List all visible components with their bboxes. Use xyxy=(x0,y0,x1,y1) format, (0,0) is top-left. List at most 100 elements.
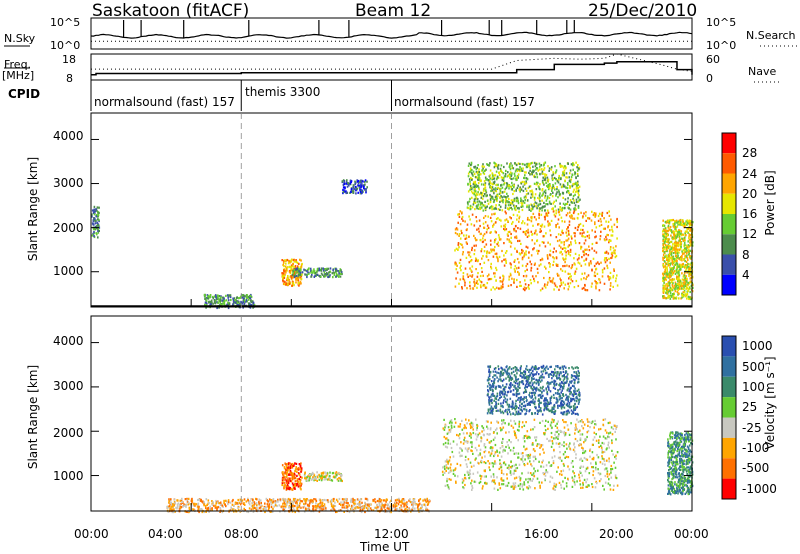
power-echo-cell xyxy=(347,182,349,185)
power-echo-cell xyxy=(345,190,347,193)
vel-echo-cell xyxy=(486,438,489,441)
power-echo-cell xyxy=(577,189,580,192)
power-echo-cell xyxy=(498,238,501,241)
power-echo-cell xyxy=(688,244,691,247)
power-echo-cell xyxy=(665,231,667,234)
power-echo-cell xyxy=(537,223,540,226)
power-echo-cell xyxy=(483,193,486,196)
power-echo-cell xyxy=(476,280,478,283)
vel-echo-cell xyxy=(446,480,448,483)
power-echo-cell xyxy=(533,205,536,208)
power-echo-cell xyxy=(688,225,691,228)
power-echo-cell xyxy=(611,251,613,254)
power-echo-cell xyxy=(673,234,676,238)
vel-echo-cell xyxy=(289,477,292,480)
power-echo-cell xyxy=(482,167,484,170)
power-echo-cell xyxy=(689,297,692,301)
power-echo-cell xyxy=(486,275,489,278)
power-echo-cell xyxy=(288,282,291,285)
power-echo-cell xyxy=(578,262,581,265)
power-echo-cell xyxy=(93,231,95,234)
power-echo-cell xyxy=(672,282,674,285)
power-echo-cell xyxy=(662,279,664,282)
power-echo-cell xyxy=(531,195,534,198)
power-echo-cell xyxy=(548,169,550,172)
vel-echo-cell xyxy=(221,504,224,507)
vel-echo-cell xyxy=(197,502,200,505)
power-echo-cell xyxy=(359,184,361,188)
power-echo-cell xyxy=(494,164,496,167)
vel-echo-cell xyxy=(582,421,584,424)
power-echo-cell xyxy=(687,262,689,266)
vel-echo-cell xyxy=(289,502,292,505)
power-echo-cell xyxy=(469,183,471,186)
vel-echo-cell xyxy=(233,504,235,507)
vel-echo-cell xyxy=(258,504,261,507)
power-echo-cell xyxy=(663,236,665,239)
vel-echo-cell xyxy=(200,508,203,511)
vel-echo-cell xyxy=(310,473,312,476)
vel-echo-cell xyxy=(288,506,291,509)
power-echo-cell xyxy=(93,213,96,216)
power-echo-cell xyxy=(529,173,531,176)
power-echo-cell xyxy=(598,212,601,215)
power-echo-cell xyxy=(516,214,519,217)
power-echo-cell xyxy=(486,178,488,181)
vel-echo-cell xyxy=(283,484,285,487)
vel-echo-cell xyxy=(288,468,290,471)
power-echo-cell xyxy=(315,270,318,273)
power-echo-cell xyxy=(530,263,533,266)
vel-echo-cell xyxy=(315,502,317,505)
power-echo-cell xyxy=(682,252,684,256)
vel-echo-cell xyxy=(251,501,254,504)
vel-echo-cell xyxy=(286,481,288,484)
power-echo-cell xyxy=(494,174,497,177)
vel-echo-cell xyxy=(193,503,195,506)
power-echo-cell xyxy=(480,196,483,199)
power-echo-cell xyxy=(682,281,685,284)
power-echo-cell xyxy=(290,266,292,269)
cpid-segment-2: themis 3300 xyxy=(245,85,321,99)
power-echo-cell xyxy=(687,240,689,243)
power-echo-cell xyxy=(516,176,518,179)
power-echo-cell xyxy=(548,222,551,225)
power-echo-cell xyxy=(495,221,497,224)
power-echo-cell xyxy=(290,264,293,267)
vel-echo-cell xyxy=(584,439,587,442)
vel-echo-cell xyxy=(298,473,301,476)
power-echo-cell xyxy=(564,261,566,264)
nave-tick-low: 0 xyxy=(706,72,713,85)
vel-echo-cell xyxy=(396,508,399,511)
vel-echo-cell xyxy=(211,500,213,503)
power-echo-cell xyxy=(685,265,687,268)
vel-echo-cell xyxy=(179,506,182,509)
power-echo-cell xyxy=(350,180,352,183)
power-echo-cell xyxy=(673,284,676,287)
power-echo-cell xyxy=(499,196,501,199)
power-echo-cell xyxy=(502,279,504,282)
power-echo-cell xyxy=(577,192,580,195)
power-echo-cell xyxy=(473,166,475,169)
power-echo-cell xyxy=(236,301,239,304)
power-echo-cell xyxy=(604,251,606,254)
power-echo-cell xyxy=(352,184,355,187)
power-echo-cell xyxy=(686,254,688,257)
power-echo-cell xyxy=(600,213,603,216)
power-echo-cell xyxy=(467,164,470,167)
power-echo-cell xyxy=(669,256,671,259)
power-echo-cell xyxy=(520,169,523,172)
power-echo-cell xyxy=(530,220,533,223)
vel-echo-cell xyxy=(293,464,295,467)
power-echo-cell xyxy=(570,178,572,181)
vel-echo-cell xyxy=(412,506,414,510)
power-echo-cell xyxy=(584,288,586,291)
power-echo-cell xyxy=(666,237,669,240)
vel-echo-cell xyxy=(554,424,557,427)
vel-echo-cell xyxy=(308,473,311,476)
vel-echo-cell xyxy=(394,499,397,502)
power-echo-cell xyxy=(608,257,610,260)
power-echo-cell xyxy=(665,289,668,292)
power-echo-cell xyxy=(492,286,494,289)
power-echo-cell xyxy=(671,278,674,281)
vel-echo-cell xyxy=(531,442,534,445)
